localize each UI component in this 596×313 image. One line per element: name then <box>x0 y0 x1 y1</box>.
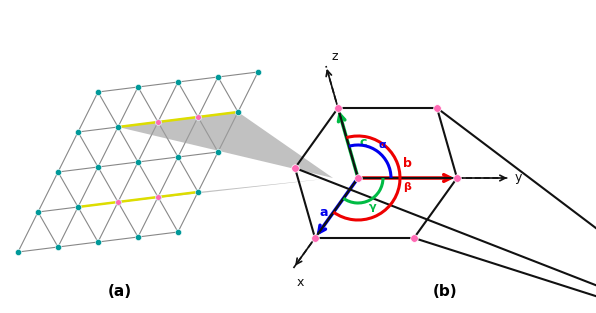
Text: a: a <box>320 206 328 218</box>
Polygon shape <box>78 178 333 207</box>
Text: (b): (b) <box>433 285 457 300</box>
Text: y: y <box>515 172 522 184</box>
Text: (a): (a) <box>108 285 132 300</box>
Text: z: z <box>331 50 337 63</box>
Text: c: c <box>360 136 367 150</box>
Text: β: β <box>403 182 411 192</box>
Polygon shape <box>118 112 333 178</box>
Text: γ: γ <box>370 202 377 212</box>
Text: α: α <box>379 140 386 150</box>
Text: b: b <box>403 157 412 170</box>
Text: x: x <box>296 276 304 289</box>
